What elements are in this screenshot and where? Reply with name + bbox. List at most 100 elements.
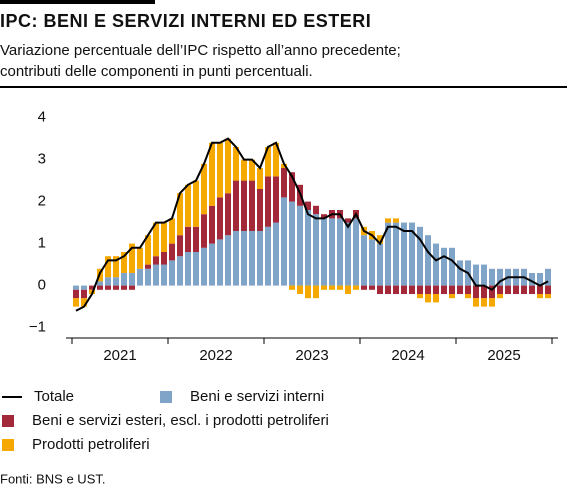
bar	[81, 289, 87, 299]
bar	[265, 176, 271, 227]
bar	[393, 222, 399, 286]
bar	[129, 243, 135, 273]
bar	[401, 285, 407, 294]
bar	[121, 285, 127, 290]
bar	[233, 231, 239, 286]
bar	[153, 222, 159, 257]
legend-label: Beni e servizi esteri, escl. i prodotti …	[32, 412, 329, 429]
bar	[137, 247, 143, 269]
bar	[313, 285, 319, 299]
subtitle: contributi delle componenti in punti per…	[0, 63, 313, 80]
bar	[241, 231, 247, 286]
bar	[457, 260, 463, 286]
bar	[89, 285, 95, 290]
bar	[241, 180, 247, 231]
bar	[273, 222, 279, 286]
bar	[281, 163, 287, 168]
bar	[185, 252, 191, 286]
bar	[233, 147, 239, 181]
bar	[465, 285, 471, 294]
bar	[193, 180, 199, 227]
bar	[113, 285, 119, 290]
bar	[225, 138, 231, 194]
y-tick-label: 4	[38, 109, 46, 126]
bar	[281, 197, 287, 286]
bar	[161, 264, 167, 286]
bar	[225, 235, 231, 286]
bar	[449, 285, 455, 294]
y-tick-label: 2	[38, 193, 46, 210]
bar	[353, 218, 359, 286]
bar	[393, 218, 399, 223]
bar	[129, 285, 135, 290]
y-tick-label: 0	[38, 277, 46, 294]
bar	[329, 285, 335, 290]
source: Fonti: BNS e UST.	[0, 471, 105, 486]
bar	[337, 218, 343, 286]
bar	[105, 285, 111, 290]
bar	[401, 222, 407, 286]
bar	[321, 285, 327, 290]
bar	[265, 147, 271, 177]
bar	[145, 264, 151, 269]
bar	[193, 226, 199, 252]
bar	[137, 268, 143, 286]
bar	[177, 256, 183, 286]
bar	[225, 193, 231, 236]
bar	[473, 285, 479, 299]
bar	[345, 218, 351, 223]
bar	[377, 243, 383, 286]
bar	[257, 231, 263, 286]
bar	[449, 294, 455, 299]
bar	[417, 226, 423, 286]
bar	[481, 298, 487, 307]
bar	[441, 247, 447, 286]
bar	[281, 168, 287, 198]
bar	[369, 239, 375, 286]
bar	[289, 285, 295, 290]
bar	[537, 273, 543, 286]
bar	[345, 285, 351, 294]
bar	[369, 285, 375, 290]
bar	[209, 243, 215, 286]
bar	[289, 201, 295, 286]
bar	[105, 256, 111, 278]
bar	[201, 214, 207, 248]
bar	[361, 285, 367, 290]
bar	[209, 205, 215, 244]
bar	[465, 294, 471, 299]
subtitle: Variazione percentuale dell’IPC rispetto…	[0, 42, 401, 59]
bar	[185, 226, 191, 252]
bar	[201, 247, 207, 286]
bar	[313, 205, 319, 215]
bar	[409, 222, 415, 286]
bar	[81, 298, 87, 307]
bar	[497, 285, 503, 294]
bar	[161, 222, 167, 252]
bar	[321, 214, 327, 219]
bar	[265, 226, 271, 286]
x-tick-label: 2024	[391, 347, 424, 364]
bar	[153, 264, 159, 286]
bar	[489, 268, 495, 286]
bar	[417, 294, 423, 299]
bar	[97, 285, 103, 290]
bar	[345, 222, 351, 286]
bar	[241, 159, 247, 181]
bar	[433, 294, 439, 303]
total-line	[75, 137, 549, 312]
bar	[169, 243, 175, 261]
x-tick-label: 2022	[199, 347, 232, 364]
x-tick-label: 2023	[295, 347, 328, 364]
header-rule	[0, 86, 567, 88]
top-rule	[0, 0, 155, 4]
x-tick-label: 2021	[103, 347, 136, 364]
bar	[441, 285, 447, 294]
bar	[201, 163, 207, 215]
bar	[529, 273, 535, 286]
bar	[81, 285, 87, 290]
bar	[417, 285, 423, 294]
bar	[273, 142, 279, 177]
bar	[337, 285, 343, 290]
bar	[121, 252, 127, 273]
